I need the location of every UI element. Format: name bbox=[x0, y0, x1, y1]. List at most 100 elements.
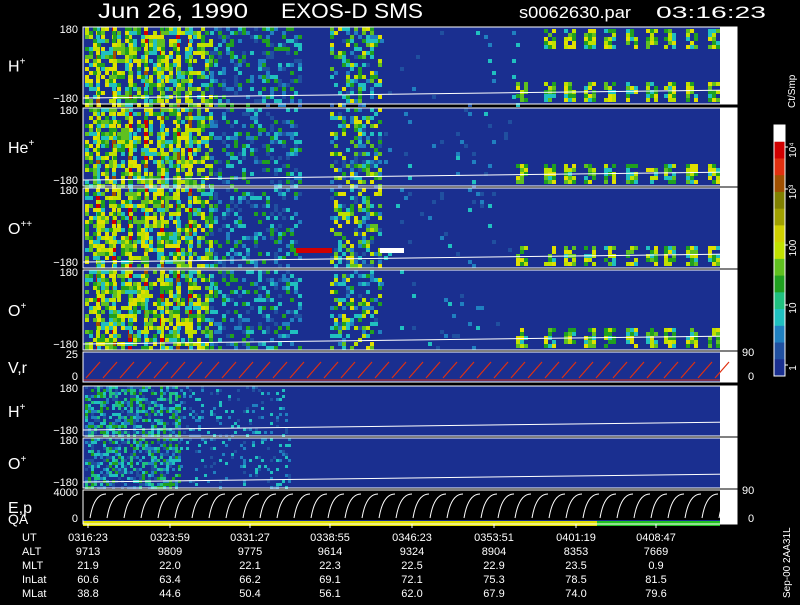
spectrogram-cell bbox=[274, 330, 278, 334]
spectrogram-cell bbox=[185, 228, 189, 232]
spectrogram-cell bbox=[712, 41, 716, 45]
spectrogram-cell bbox=[334, 264, 338, 268]
spectrogram-cell bbox=[91, 471, 94, 474]
spectrogram-cell bbox=[183, 401, 186, 404]
spectrogram-cell bbox=[154, 471, 157, 474]
spectrogram-cell bbox=[197, 294, 201, 298]
spectrogram-cell bbox=[137, 264, 141, 268]
spectrogram-cell bbox=[137, 310, 141, 314]
spectrogram-cell bbox=[548, 258, 552, 262]
spectrogram-cell bbox=[149, 79, 153, 83]
spectrogram-cell bbox=[370, 144, 374, 148]
spectrogram-cell bbox=[664, 340, 668, 344]
spectrogram-cell bbox=[160, 471, 163, 474]
spectrogram-cell bbox=[266, 152, 270, 156]
spectrogram-cell bbox=[210, 51, 214, 55]
spectrogram-cell bbox=[240, 465, 243, 468]
spectrogram-cell bbox=[121, 212, 125, 216]
spectrogram-cell bbox=[205, 334, 209, 338]
spectrogram-cell bbox=[218, 55, 222, 59]
spectrogram-cell bbox=[342, 128, 346, 132]
spectrogram-cell bbox=[185, 31, 189, 35]
spectrogram-cell bbox=[97, 228, 101, 232]
spectrogram-cell bbox=[338, 27, 342, 31]
spectrogram-cell bbox=[100, 401, 103, 404]
spectrogram-cell bbox=[93, 298, 97, 302]
spectrogram-cell bbox=[234, 240, 238, 244]
spectrogram-cell bbox=[254, 112, 258, 116]
spectrogram-cell bbox=[109, 318, 113, 322]
spectrogram-cell bbox=[294, 252, 298, 256]
spectrogram-cell bbox=[209, 204, 213, 208]
spectrogram-cell bbox=[117, 188, 121, 192]
spectrogram-cell bbox=[654, 258, 658, 262]
spectrogram-cell bbox=[169, 240, 173, 244]
spectrogram-cell bbox=[218, 31, 222, 35]
spectrogram-cell bbox=[105, 240, 109, 244]
spectrogram-cell bbox=[201, 410, 204, 413]
spectrogram-cell bbox=[634, 41, 638, 45]
spectrogram-cell bbox=[128, 67, 132, 71]
spectrogram-cell bbox=[172, 431, 175, 434]
spectrogram-cell bbox=[338, 342, 342, 346]
spectrogram-cell bbox=[258, 468, 261, 471]
spectrogram-cell bbox=[160, 477, 163, 480]
axis-tick-bottom: −180 bbox=[53, 477, 78, 489]
spectrogram-cell bbox=[286, 120, 290, 124]
panel-background bbox=[83, 438, 720, 488]
spectrogram-cell bbox=[128, 216, 132, 220]
panel-label-sup: + bbox=[28, 138, 34, 149]
spectrogram-cell bbox=[163, 447, 166, 450]
spectrogram-cell bbox=[136, 413, 139, 416]
ep-background bbox=[83, 490, 720, 520]
spectrogram-cell bbox=[362, 51, 366, 55]
spectrogram-cell bbox=[173, 164, 177, 168]
spectrogram-cell bbox=[169, 160, 173, 164]
spectrogram-cell bbox=[133, 416, 136, 419]
spectrogram-cell bbox=[149, 128, 153, 132]
spectrogram-cell bbox=[149, 112, 153, 116]
orbit-trace bbox=[82, 89, 738, 99]
spectrogram-cell bbox=[117, 212, 121, 216]
spectrogram-cell bbox=[142, 438, 145, 441]
spectrogram-cell bbox=[572, 41, 576, 45]
spectrogram-cell bbox=[362, 220, 366, 224]
spectrogram-cell bbox=[142, 456, 145, 459]
spectrogram-cell bbox=[115, 425, 118, 428]
spectrogram-cell bbox=[112, 116, 116, 120]
spectrogram-cell bbox=[432, 200, 436, 204]
spectrogram-cell bbox=[388, 252, 392, 256]
spectrogram-cell bbox=[604, 82, 608, 86]
spectrogram-cell bbox=[113, 120, 117, 124]
spectrogram-cell bbox=[694, 344, 698, 348]
spectrogram-cell bbox=[197, 342, 201, 346]
spectrogram-cell bbox=[626, 336, 630, 340]
spectrogram-cell bbox=[604, 168, 608, 172]
spectrogram-cell bbox=[97, 120, 101, 124]
spectrogram-cell bbox=[242, 148, 246, 152]
spectrogram-cell bbox=[113, 290, 117, 294]
spectrogram-cell bbox=[258, 160, 262, 164]
spectrogram-cell bbox=[218, 172, 222, 176]
spectrogram-cell bbox=[716, 172, 720, 176]
spectrogram-cell bbox=[258, 456, 261, 459]
spectrogram-cell bbox=[201, 99, 205, 103]
footer-cell: 8353 bbox=[564, 546, 588, 558]
spectrogram-cell bbox=[124, 471, 127, 474]
spectrogram-cell bbox=[188, 228, 192, 232]
spectrogram-cell bbox=[144, 71, 148, 75]
spectrogram-cell bbox=[97, 124, 101, 128]
spectrogram-cell bbox=[173, 108, 177, 112]
spectrogram-cell bbox=[101, 228, 105, 232]
spectrogram-cell bbox=[117, 35, 121, 39]
spectrogram-cell bbox=[690, 336, 694, 340]
spectrogram-cell bbox=[279, 450, 282, 453]
spectrogram-cell bbox=[169, 148, 173, 152]
spectrogram-cell bbox=[129, 314, 133, 318]
spectrogram-cell bbox=[354, 120, 358, 124]
spectrogram-cell bbox=[93, 39, 97, 43]
spectrogram-cell bbox=[686, 82, 690, 86]
spectrogram-cell bbox=[255, 471, 258, 474]
spectrogram-cell bbox=[105, 164, 109, 168]
spectrogram-cell bbox=[188, 91, 192, 95]
